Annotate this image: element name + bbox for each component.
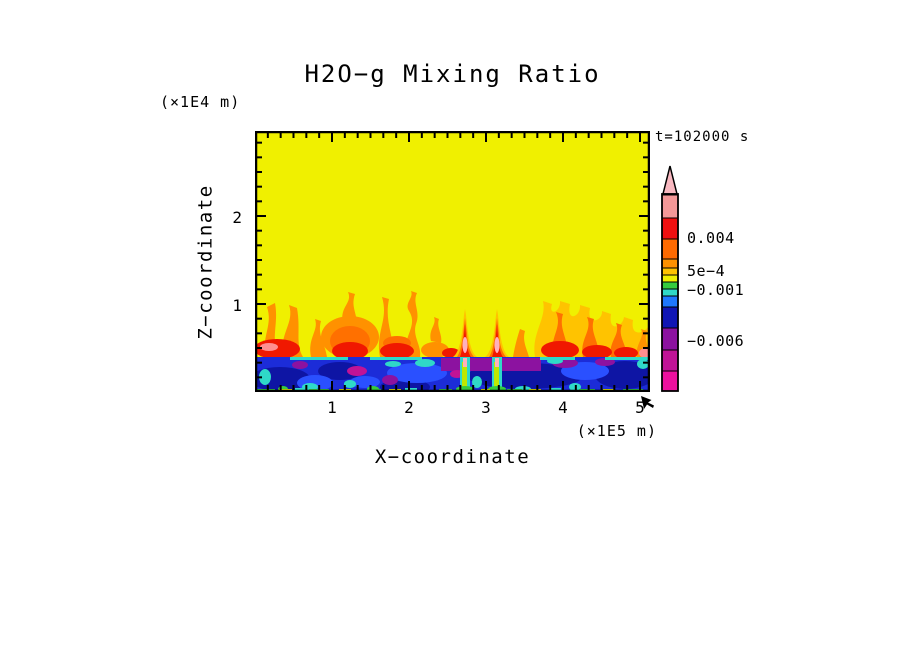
y-axis-title: Z−coordinate [194,131,218,392]
plot-border [255,131,650,392]
colorbar-outline [661,193,679,392]
mouse-cursor-icon [641,396,654,409]
y-axis-unit-label: (×1E4 m) [160,93,241,111]
colorbar-segments [661,194,679,392]
contour-plot [255,131,650,392]
chart-title: H2O−g Mixing Ratio [304,60,601,88]
colorbar-label-m0001: −0.001 [687,281,745,299]
axis-ticks [257,133,648,390]
x-axis-title: X−coordinate [374,446,531,468]
x-axis-unit-label: (×1E5 m) [576,422,657,440]
colorbar [661,165,679,392]
y-tick-label-1: 1 [232,296,242,315]
colorbar-arrow [662,165,678,195]
contour-field [255,131,650,392]
x-tick-label-3: 3 [481,398,491,417]
time-annotation: t=102000 s [655,129,750,145]
x-tick-label-1: 1 [327,398,337,417]
colorbar-label-m0006: −0.006 [687,332,745,350]
colorbar-label-0004: 0.004 [687,229,735,247]
x-tick-label-4: 4 [558,398,568,417]
colorbar-label-5e-4: 5e−4 [687,262,726,280]
x-tick-label-2: 2 [404,398,414,417]
y-tick-label-2: 2 [232,208,242,227]
x-tick-label-5: 5 [635,398,645,417]
